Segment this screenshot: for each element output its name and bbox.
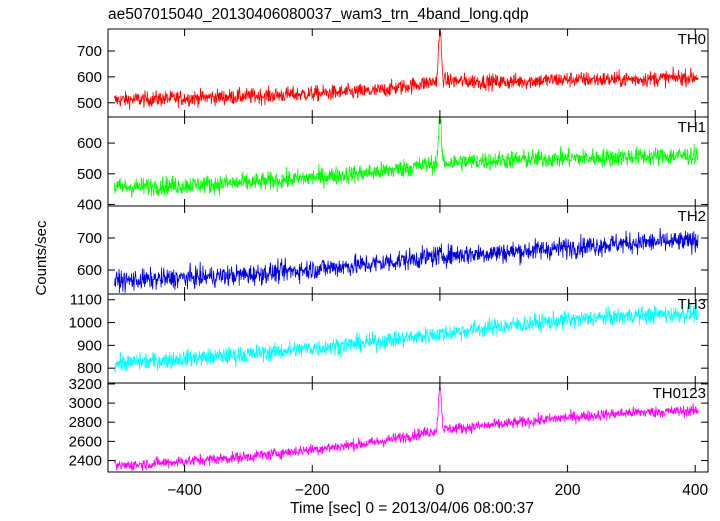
- panel-frame-th0123: [107, 382, 709, 473]
- panel-label-th0: TH0: [678, 31, 706, 48]
- y-tick-label-th0123: 3200: [69, 376, 102, 393]
- x-tick-label: 200: [555, 482, 581, 499]
- x-tick-label: −200: [295, 482, 330, 499]
- x-axis-label: Time [sec] 0 = 2013/04/06 08:00:37: [290, 500, 534, 516]
- y-tick-label-th3: 1100: [70, 292, 102, 309]
- y-tick-label-th0: 600: [77, 69, 102, 86]
- series-line-th0: [114, 29, 699, 111]
- x-tick-label: 0: [436, 482, 445, 499]
- y-tick-label-th2: 600: [77, 262, 102, 279]
- y-tick-label-th1: 600: [77, 135, 102, 152]
- y-tick-label-th0123: 2800: [69, 414, 102, 431]
- panel-label-th3: TH3: [678, 296, 706, 313]
- y-tick-label-th0: 500: [77, 95, 102, 112]
- series-line-th3: [114, 303, 699, 373]
- y-tick-label-th0123: 3000: [69, 395, 102, 412]
- panel-label-th1: TH1: [678, 119, 706, 136]
- x-tick-label: −400: [167, 482, 202, 499]
- y-tick-label-th0123: 2600: [69, 433, 102, 450]
- series-line-th0123: [114, 383, 699, 472]
- y-tick-label-th3: 1000: [69, 315, 102, 332]
- series-line-th1: [114, 117, 699, 198]
- y-tick-label-th1: 400: [77, 196, 102, 213]
- panel-label-th0123: TH0123: [653, 385, 706, 402]
- y-tick-label-th1: 500: [77, 166, 102, 183]
- y-axis-label: Counts/sec: [33, 220, 50, 296]
- panel-label-th2: TH2: [678, 208, 706, 225]
- x-tick-label: 400: [682, 482, 708, 499]
- y-tick-label-th3: 800: [77, 360, 102, 377]
- y-tick-label-th0: 700: [77, 43, 102, 60]
- chart-title: ae507015040_20130406080037_wam3_trn_4ban…: [108, 6, 529, 23]
- y-tick-label-th2: 700: [77, 230, 102, 247]
- y-tick-label-th3: 900: [77, 337, 102, 354]
- series-line-th2: [114, 227, 699, 294]
- panels-group: 500 600 700 TH0 400 500 600 TH1 600 700 TH2 800 900 1…: [69, 28, 709, 499]
- y-tick-label-th0123: 2400: [69, 453, 102, 470]
